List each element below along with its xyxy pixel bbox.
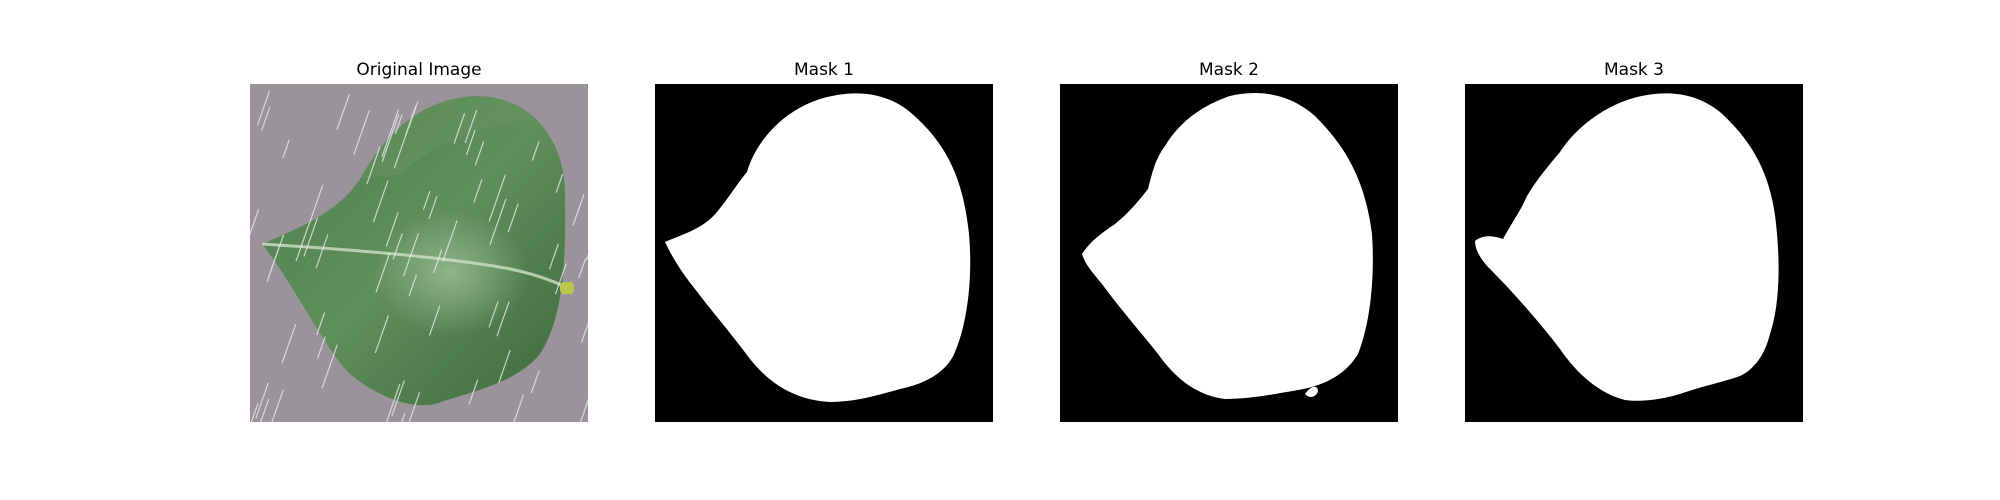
leaf-midrib xyxy=(261,242,571,291)
rain-streak xyxy=(585,253,588,261)
panel-mask-1: Mask 1 xyxy=(655,58,993,422)
rain-streak xyxy=(256,90,270,126)
rain-streak xyxy=(281,324,297,364)
rain-streak xyxy=(422,190,431,210)
rain-streak xyxy=(578,258,586,279)
rain-streak xyxy=(468,379,479,405)
rain-streak xyxy=(372,180,389,223)
rain-streak xyxy=(433,249,443,274)
rain-streak xyxy=(507,203,519,233)
rain-streak xyxy=(259,398,270,422)
rain-streak xyxy=(366,146,381,185)
panel-title: Mask 2 xyxy=(1198,60,1259,80)
rain-streak xyxy=(428,196,438,220)
rain-streak xyxy=(316,312,326,336)
rain-streak xyxy=(408,392,421,422)
mask-3-shape xyxy=(1475,93,1779,401)
rain-streak xyxy=(402,233,420,277)
rain-streak xyxy=(488,174,506,222)
rain-streak xyxy=(474,141,485,166)
rain-streak xyxy=(261,107,271,131)
rain-streak xyxy=(498,349,511,384)
rain-streak xyxy=(442,220,458,262)
leaf-stem xyxy=(560,282,574,294)
mask-1-shape xyxy=(665,93,971,403)
rain-streak xyxy=(271,389,284,422)
rain-streak xyxy=(548,243,559,270)
panel-title: Mask 1 xyxy=(793,60,854,80)
rain-streak xyxy=(554,263,567,295)
panel-title: Mask 3 xyxy=(1603,60,1664,80)
rain-streak xyxy=(530,370,540,394)
rain-streak xyxy=(307,184,324,227)
rain-streak xyxy=(489,198,507,245)
rain-streak xyxy=(385,383,401,422)
panel-mask-2: Mask 2 xyxy=(1060,58,1398,422)
rain-streak xyxy=(394,114,403,135)
rain-streak xyxy=(405,105,417,135)
rain-streak xyxy=(282,139,290,159)
rain-streak xyxy=(401,412,406,422)
rain-streak xyxy=(381,109,400,157)
rain-streak xyxy=(316,336,326,359)
rain-streak xyxy=(295,226,309,262)
rain-streak xyxy=(336,93,351,131)
rain-streak xyxy=(392,233,403,260)
rain-streak xyxy=(385,212,399,247)
rain-streak xyxy=(408,274,418,297)
rain-streak xyxy=(496,301,510,337)
rain-streaks xyxy=(250,90,588,422)
rain-streak xyxy=(464,109,478,144)
original-leaf-photo xyxy=(250,84,588,422)
rain-streak xyxy=(250,209,260,236)
mask-1-image xyxy=(655,84,993,422)
rain-streak xyxy=(572,194,585,226)
rain-streak xyxy=(250,403,259,422)
rain-streak xyxy=(513,394,524,422)
rain-streak xyxy=(531,141,540,161)
rain-streak xyxy=(465,130,476,156)
rain-streak xyxy=(255,382,269,419)
rain-streak xyxy=(315,234,329,269)
rain-streak xyxy=(391,380,405,417)
rain-streak xyxy=(555,173,564,193)
rain-streak xyxy=(381,114,400,163)
rain-streak xyxy=(453,113,466,144)
rain-streak xyxy=(580,322,588,343)
mask-2-image xyxy=(1060,84,1398,422)
rain-streak xyxy=(268,246,280,278)
rain-streak xyxy=(488,301,499,328)
panel-mask-3: Mask 3 xyxy=(1465,58,1803,422)
rain-streak xyxy=(321,344,338,389)
rain-streak xyxy=(374,315,389,354)
mask-2-shape xyxy=(1082,93,1373,400)
rain-streak xyxy=(579,398,588,422)
panel-original-image: Original Image xyxy=(250,58,588,422)
rain-streak xyxy=(473,179,483,203)
rain-streak xyxy=(428,305,441,336)
rain-streak xyxy=(303,217,319,257)
mask-3-image xyxy=(1465,84,1803,422)
panel-title: Original Image xyxy=(356,60,482,80)
rain-streak xyxy=(375,253,391,293)
rain-streak xyxy=(353,110,370,155)
